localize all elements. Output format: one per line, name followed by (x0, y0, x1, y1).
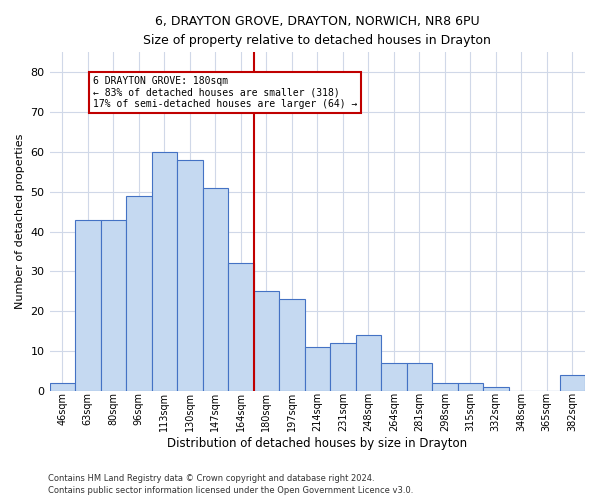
Bar (483, 387, 509, 391)
Bar (356, 335, 381, 391)
Bar (50, 383, 75, 391)
Bar (305, 347, 330, 391)
Title: 6, DRAYTON GROVE, DRAYTON, NORWICH, NR8 6PU
Size of property relative to detache: 6, DRAYTON GROVE, DRAYTON, NORWICH, NR8 … (143, 15, 491, 47)
Bar (177, 160, 203, 391)
Bar (152, 152, 177, 391)
Bar (101, 220, 126, 391)
Bar (279, 299, 305, 391)
Bar (254, 292, 279, 391)
X-axis label: Distribution of detached houses by size in Drayton: Distribution of detached houses by size … (167, 437, 467, 450)
Bar (126, 196, 152, 391)
Bar (75, 220, 101, 391)
Y-axis label: Number of detached properties: Number of detached properties (15, 134, 25, 310)
Bar (407, 363, 432, 391)
Bar (203, 188, 228, 391)
Bar (560, 375, 585, 391)
Bar (381, 363, 407, 391)
Bar (330, 343, 356, 391)
Bar (458, 383, 483, 391)
Bar (228, 264, 254, 391)
Bar (432, 383, 458, 391)
Text: 6 DRAYTON GROVE: 180sqm
← 83% of detached houses are smaller (318)
17% of semi-d: 6 DRAYTON GROVE: 180sqm ← 83% of detache… (93, 76, 357, 110)
Text: Contains HM Land Registry data © Crown copyright and database right 2024.
Contai: Contains HM Land Registry data © Crown c… (48, 474, 413, 495)
